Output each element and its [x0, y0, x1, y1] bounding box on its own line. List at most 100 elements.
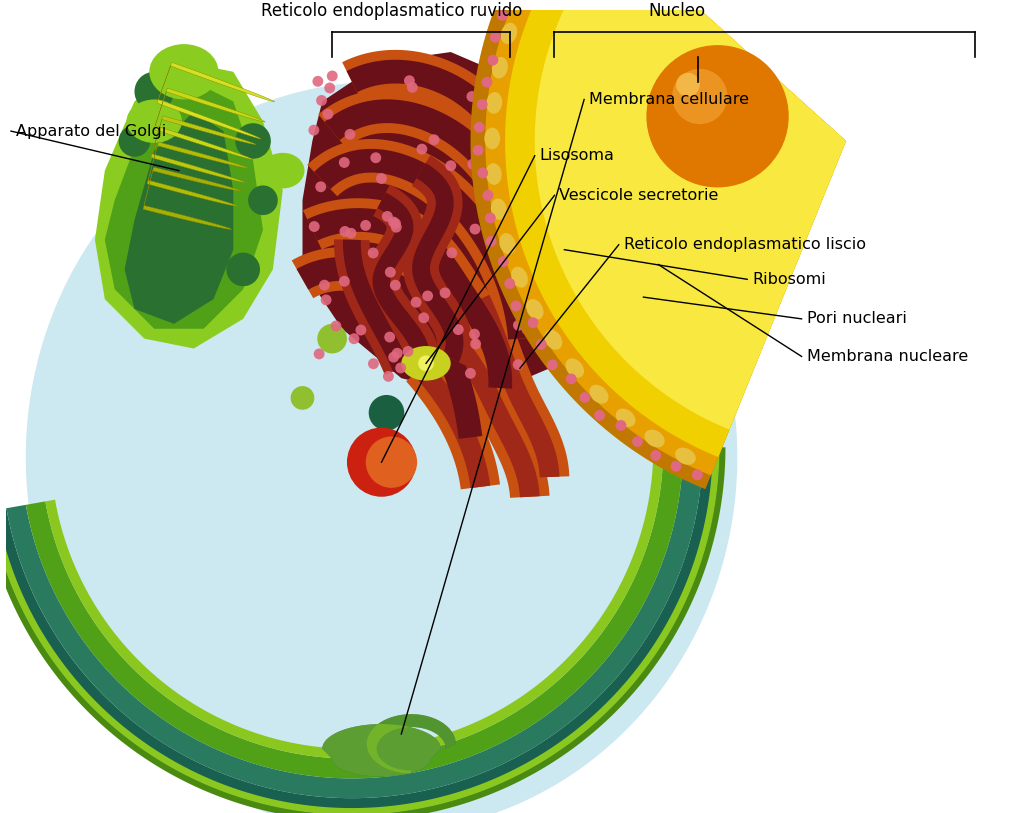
- Polygon shape: [343, 240, 410, 372]
- Ellipse shape: [526, 299, 544, 320]
- Polygon shape: [0, 447, 725, 813]
- Circle shape: [536, 339, 547, 350]
- Polygon shape: [26, 81, 737, 813]
- Circle shape: [347, 428, 416, 497]
- Circle shape: [632, 436, 643, 447]
- Polygon shape: [471, 295, 559, 477]
- Circle shape: [439, 288, 451, 298]
- Circle shape: [474, 122, 484, 133]
- Circle shape: [390, 218, 401, 229]
- Circle shape: [407, 82, 418, 93]
- Text: Reticolo endoplasmatico liscio: Reticolo endoplasmatico liscio: [624, 237, 865, 252]
- Ellipse shape: [545, 330, 562, 350]
- Circle shape: [692, 469, 702, 480]
- Polygon shape: [151, 115, 256, 182]
- Circle shape: [489, 32, 501, 42]
- Circle shape: [384, 332, 395, 342]
- Circle shape: [308, 124, 319, 136]
- Polygon shape: [535, 0, 846, 429]
- Circle shape: [470, 224, 480, 234]
- Circle shape: [309, 221, 319, 232]
- Text: Apparato del Golgi: Apparato del Golgi: [16, 124, 166, 138]
- Polygon shape: [147, 142, 248, 207]
- Circle shape: [395, 363, 407, 373]
- Circle shape: [388, 216, 399, 228]
- Circle shape: [291, 386, 314, 410]
- Circle shape: [134, 72, 174, 111]
- Circle shape: [325, 83, 335, 93]
- Circle shape: [391, 222, 401, 233]
- Polygon shape: [485, 0, 846, 476]
- Circle shape: [513, 227, 523, 237]
- Polygon shape: [104, 81, 263, 328]
- Ellipse shape: [500, 233, 516, 254]
- Circle shape: [527, 317, 539, 328]
- Circle shape: [236, 124, 271, 159]
- Polygon shape: [367, 714, 456, 773]
- Circle shape: [558, 100, 568, 111]
- Polygon shape: [444, 332, 540, 498]
- Circle shape: [489, 243, 501, 254]
- Circle shape: [331, 320, 341, 332]
- Polygon shape: [373, 193, 430, 359]
- Circle shape: [497, 10, 508, 21]
- Circle shape: [368, 359, 379, 369]
- Text: Lisosoma: Lisosoma: [540, 148, 614, 163]
- Circle shape: [513, 320, 524, 331]
- Ellipse shape: [127, 99, 182, 143]
- Circle shape: [327, 71, 338, 81]
- Polygon shape: [470, 0, 846, 489]
- Circle shape: [360, 220, 371, 231]
- Circle shape: [422, 290, 433, 302]
- Circle shape: [496, 152, 507, 163]
- Circle shape: [382, 211, 393, 222]
- Circle shape: [594, 410, 605, 421]
- Circle shape: [446, 247, 458, 259]
- Circle shape: [528, 270, 539, 280]
- Ellipse shape: [675, 448, 695, 465]
- Polygon shape: [297, 257, 482, 439]
- Ellipse shape: [490, 198, 507, 220]
- Polygon shape: [346, 60, 581, 261]
- Circle shape: [467, 159, 478, 170]
- Polygon shape: [95, 62, 283, 349]
- Circle shape: [371, 152, 381, 163]
- Circle shape: [470, 338, 481, 350]
- Polygon shape: [154, 88, 265, 159]
- Circle shape: [355, 324, 367, 336]
- Circle shape: [484, 212, 496, 224]
- Polygon shape: [292, 247, 493, 440]
- Text: Membrana cellulare: Membrana cellulare: [589, 92, 750, 107]
- Circle shape: [429, 134, 439, 146]
- Circle shape: [473, 145, 483, 156]
- Polygon shape: [463, 290, 569, 478]
- Polygon shape: [413, 163, 464, 363]
- Circle shape: [469, 328, 480, 340]
- Circle shape: [565, 137, 577, 148]
- Circle shape: [477, 99, 487, 110]
- Circle shape: [522, 99, 534, 110]
- Circle shape: [580, 392, 590, 403]
- Circle shape: [504, 278, 515, 289]
- Polygon shape: [0, 447, 720, 813]
- Circle shape: [486, 141, 498, 153]
- Ellipse shape: [150, 44, 218, 99]
- Circle shape: [248, 185, 278, 215]
- Circle shape: [226, 253, 260, 286]
- Polygon shape: [325, 99, 561, 302]
- Circle shape: [402, 346, 414, 357]
- Circle shape: [376, 173, 387, 184]
- Circle shape: [339, 276, 350, 287]
- Circle shape: [339, 157, 350, 168]
- Circle shape: [544, 233, 555, 244]
- Circle shape: [321, 294, 332, 306]
- Text: Pori nucleari: Pori nucleari: [807, 311, 906, 326]
- Circle shape: [521, 324, 532, 334]
- Circle shape: [417, 144, 427, 154]
- Circle shape: [549, 307, 560, 318]
- Circle shape: [465, 368, 476, 379]
- Polygon shape: [505, 0, 846, 457]
- Ellipse shape: [261, 153, 304, 189]
- Polygon shape: [143, 167, 241, 229]
- Polygon shape: [45, 393, 664, 759]
